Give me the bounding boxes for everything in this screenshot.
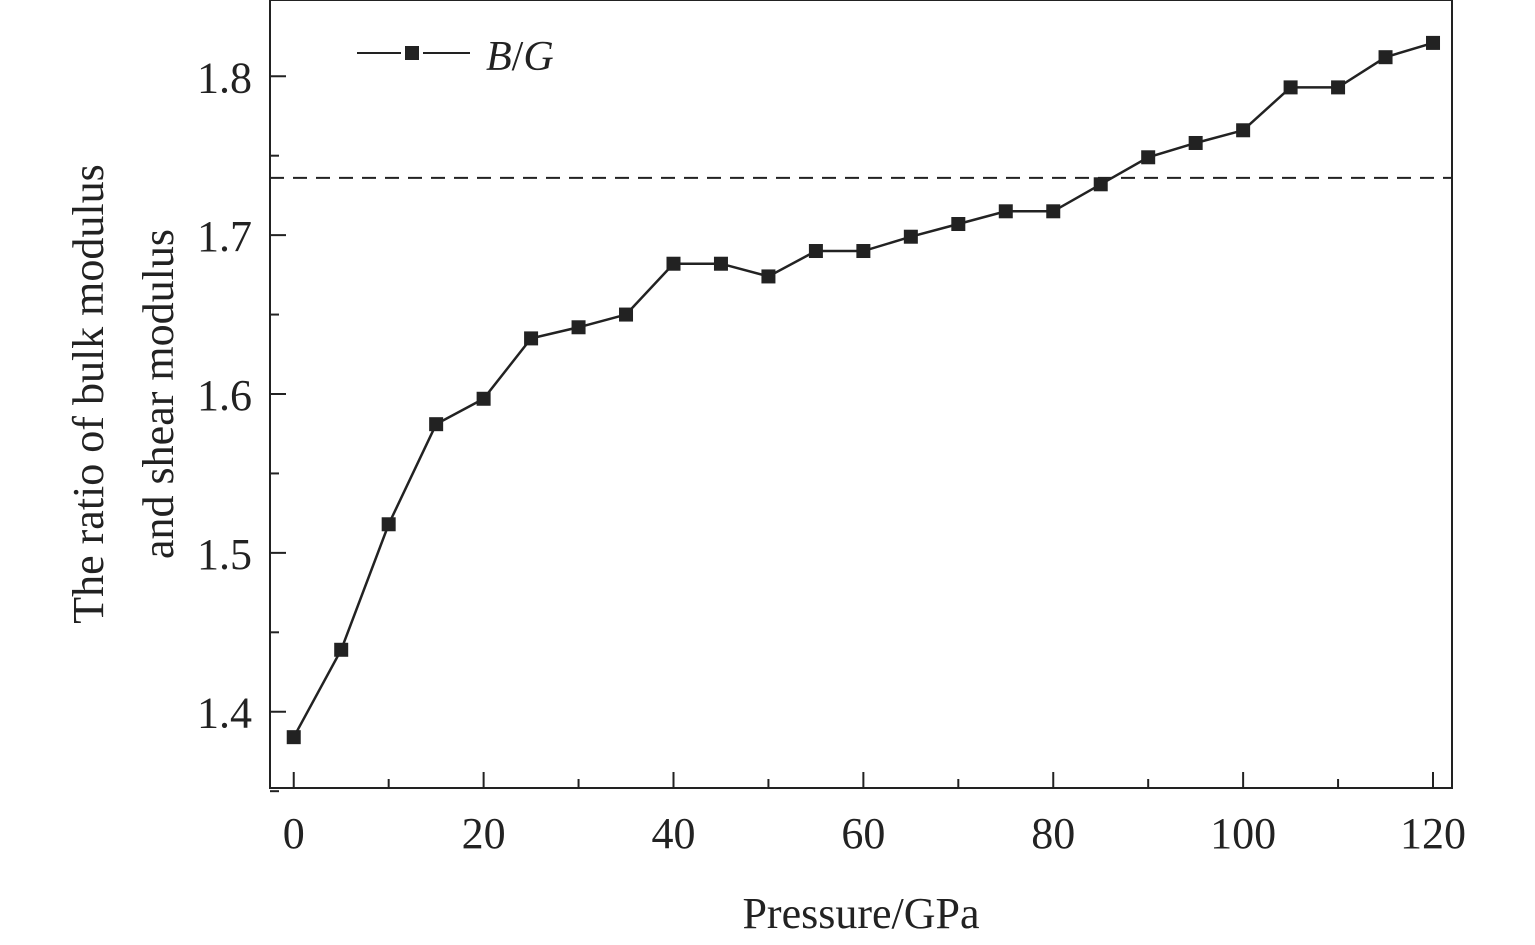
x-tick-label: 20 xyxy=(462,809,506,858)
data-point xyxy=(286,730,301,745)
series-line xyxy=(292,41,1434,738)
y-tick-label: 1.4 xyxy=(197,689,252,738)
series-group xyxy=(286,35,1441,745)
data-point xyxy=(334,642,349,657)
data-point xyxy=(666,256,681,271)
data-point xyxy=(1378,50,1393,65)
data-point xyxy=(1141,150,1156,165)
y-tick-label: 1.5 xyxy=(197,530,252,579)
data-point xyxy=(1236,123,1251,138)
legend-label-slash: / xyxy=(512,34,524,80)
data-point xyxy=(1283,80,1298,95)
legend: B/G xyxy=(357,34,554,80)
y-axis-title-line-2: and shear modulus xyxy=(134,229,183,559)
y-tick-label: 1.7 xyxy=(197,212,252,261)
x-tick-label: 60 xyxy=(841,809,885,858)
legend-label: B/G xyxy=(486,34,554,80)
y-axis-title-group: The ratio of bulk modulus and shear modu… xyxy=(64,164,183,624)
plot-frame xyxy=(269,0,1453,789)
data-point xyxy=(1046,204,1061,219)
data-point xyxy=(571,320,586,335)
data-point xyxy=(524,331,539,346)
data-point xyxy=(713,256,728,271)
data-point xyxy=(381,517,396,532)
data-point xyxy=(429,417,444,432)
data-point xyxy=(1426,35,1441,50)
x-axis-title: Pressure/GPa xyxy=(742,889,979,938)
data-point xyxy=(856,244,871,259)
y-axis-title-line-1: The ratio of bulk modulus xyxy=(64,164,113,624)
data-point xyxy=(808,244,823,259)
y-tick-label: 1.8 xyxy=(197,53,252,102)
x-tick-label: 100 xyxy=(1210,809,1276,858)
x-tick-label: 120 xyxy=(1400,809,1466,858)
data-point xyxy=(998,204,1013,219)
legend-label-g: G xyxy=(523,34,553,80)
x-tick-label: 0 xyxy=(283,809,305,858)
y-tick-label: 1.6 xyxy=(197,371,252,420)
data-point xyxy=(761,269,776,284)
data-point xyxy=(619,307,634,322)
data-point xyxy=(1188,135,1203,150)
legend-marker xyxy=(405,46,419,60)
data-point xyxy=(951,217,966,232)
x-tick-label: 40 xyxy=(651,809,695,858)
data-point xyxy=(1093,177,1108,192)
legend-label-b: B xyxy=(486,34,512,80)
axis-ticks: 0 20 40 60 80 100 120 1.4 1.5 1.6 1.7 1.8 xyxy=(197,53,1466,858)
data-point xyxy=(1331,80,1346,95)
data-point xyxy=(476,391,491,406)
data-point xyxy=(903,229,918,244)
x-tick-label: 80 xyxy=(1031,809,1075,858)
x-axis-title-group: Pressure/GPa xyxy=(742,889,979,938)
